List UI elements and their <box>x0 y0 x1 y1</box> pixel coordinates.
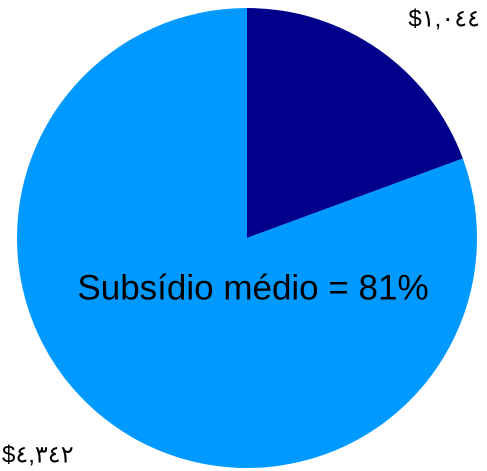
pie-slice <box>247 8 463 238</box>
pie <box>17 8 478 468</box>
pie-slice <box>17 8 478 468</box>
value-label: $١,٠٤٤ <box>408 5 480 32</box>
value-label: $٤,٣٤٢ <box>2 441 74 468</box>
annotation: Subsídio médio = 81% <box>77 268 428 307</box>
